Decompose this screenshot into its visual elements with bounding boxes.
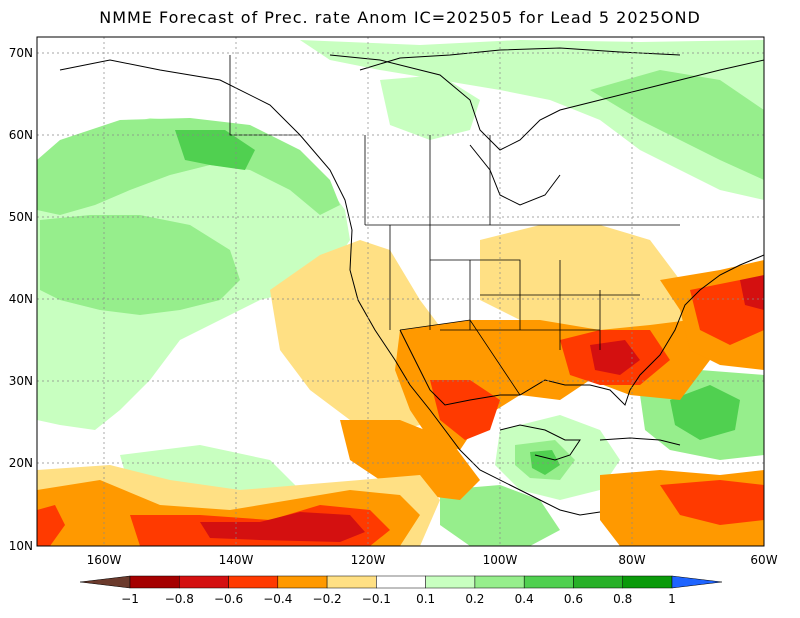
lat-label: 70N	[9, 46, 33, 60]
lon-label: 120W	[351, 553, 386, 567]
lat-label: 40N	[9, 292, 33, 306]
wet-region-gulf-core	[530, 450, 560, 475]
dry-region-gulf-coast	[430, 380, 500, 440]
colorbar-swatch	[523, 575, 574, 589]
lat-label: 50N	[9, 210, 33, 224]
colorbar-swatch	[425, 575, 476, 589]
colorbar-swatch	[622, 575, 673, 589]
lat-label: 10N	[9, 539, 33, 553]
dry-region-tropical-pacific-strong	[200, 512, 365, 542]
colorbar-label: 0.1	[416, 592, 435, 606]
colorbar-swatch	[277, 575, 328, 589]
map-title: NMME Forecast of Prec. rate Anom IC=2025…	[99, 8, 701, 27]
colorbar: −1 −0.8 −0.6 −0.4 −0.2 −0.1 0.1 0.2 0.4 0.6 0.8 1	[79, 575, 723, 606]
wet-region-canada-east	[590, 70, 764, 180]
colorbar-swatch	[326, 575, 377, 589]
colorbar-swatch	[474, 575, 525, 589]
lon-label: 60W	[750, 553, 777, 567]
lon-label: 80W	[618, 553, 645, 567]
colorbar-swatch	[228, 575, 279, 589]
dry-region-sw-atlantic-core	[660, 480, 764, 525]
colorbar-swatch	[129, 575, 180, 589]
latitude-axis: 70N 60N 50N 40N 30N 20N 10N	[9, 46, 33, 553]
colorbar-lower-arrow	[79, 575, 131, 589]
wet-region-north-pacific-inner	[40, 215, 240, 315]
wet-region-alaska-coast	[37, 118, 340, 215]
graticule	[37, 37, 764, 546]
anomaly-field	[37, 40, 764, 546]
dry-region-southeast-strong	[590, 340, 640, 375]
lon-label: 100W	[483, 553, 518, 567]
colorbar-label: −0.8	[165, 592, 194, 606]
coastlines	[59, 47, 764, 516]
colorbar-swatch	[573, 575, 623, 589]
dry-region-great-lakes	[480, 225, 690, 330]
map-frame	[36, 36, 765, 547]
colorbar-label: 0.8	[613, 592, 632, 606]
wet-region-hudson	[380, 75, 480, 140]
dry-region-atlantic-strong	[740, 275, 764, 310]
borders	[229, 55, 680, 396]
dry-region-west-edge	[37, 505, 65, 546]
colorbar-label: −0.1	[362, 592, 391, 606]
wet-region-atlantic-core	[670, 385, 740, 440]
colorbar-label: 0.4	[515, 592, 534, 606]
colorbar-swatch	[179, 575, 229, 589]
colorbar-label: −0.2	[313, 592, 342, 606]
colorbar-label: 1	[668, 592, 676, 606]
colorbar-label: 0.6	[564, 592, 583, 606]
lat-label: 20N	[9, 456, 33, 470]
colorbar-label: 0.2	[465, 592, 484, 606]
longitude-axis: 160W 140W 120W 100W 80W 60W	[87, 553, 778, 567]
colorbar-label: −1	[121, 592, 139, 606]
colorbar-label: −0.6	[214, 592, 243, 606]
wet-region-pacific-tropic	[440, 485, 560, 546]
lat-label: 30N	[9, 374, 33, 388]
dry-region-mexico	[340, 420, 480, 500]
colorbar-upper-arrow	[671, 575, 723, 589]
lon-label: 160W	[87, 553, 122, 567]
colorbar-swatch	[376, 575, 426, 589]
colorbar-label: −0.4	[263, 592, 292, 606]
lat-label: 60N	[9, 128, 33, 142]
lon-label: 140W	[219, 553, 254, 567]
wet-region-pacific-core	[175, 130, 255, 170]
